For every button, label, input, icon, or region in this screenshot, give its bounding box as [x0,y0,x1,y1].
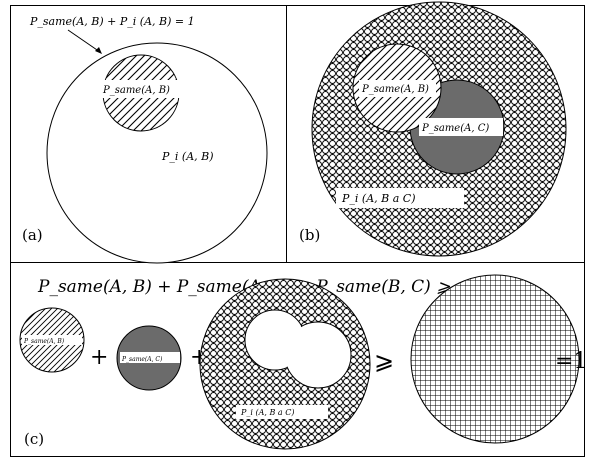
panel-a-top-equation: P_same(A, B) + P_i (A, B) = 1 [29,15,195,28]
panel-c-plus-1: + [90,345,108,370]
panel-b-label-ab: P_same(A, B) [361,84,429,95]
panel-a-outer-label: P_i (A, B) [161,150,214,163]
panel-c-geq-sign: ⩾ [374,347,394,375]
figure-frame [10,5,585,457]
panel-c-outer-label-bg [236,405,328,419]
panel-b-outer-label-bg [336,188,464,208]
panel-a-equation-arrow [67,29,101,53]
panel-a-inner-label: P_same(A, B) [102,85,170,96]
panel-b-outer-label: P_i (A, B a C) [341,192,416,205]
panel-c-equals-one: =1 [555,349,587,374]
panel-c: P_same(A, B) + P_same(A, C) + P_same(B, … [19,274,587,450]
panel-b: P_same(A, B) P_same(A, C) P_i (A, B a C)… [299,1,567,257]
panel-c-outer-label: P_i (A, B a C) [240,408,294,417]
panel-c-cutout-fill [245,310,305,370]
panel-b-label-ab-bg [359,80,436,97]
panel-c-label-ac: P_same(A, C) [121,356,163,363]
panel-c-label-ab: P_same(A, B) [23,338,65,345]
panel-c-grid-circle [410,274,580,444]
panel-c-tag: (c) [24,430,44,448]
panel-a-tag: (a) [22,226,43,244]
panel-a: P_same(A, B) + P_i (A, B) = 1 P_same(A, … [22,15,268,264]
panel-a-arrow-head [95,47,102,54]
panel-b-tag: (b) [299,226,320,244]
panel-c-label-ac-bg [120,352,180,363]
panel-c-label-ab-bg [22,335,82,345]
panel-a-inner-label-bg [100,80,184,98]
panel-b-label-ac: P_same(A, C) [421,123,489,134]
panel-b-label-ac-bg [419,118,503,136]
panel-c-equation: P_same(A, B) + P_same(A, C) + P_same(B, … [37,277,450,297]
